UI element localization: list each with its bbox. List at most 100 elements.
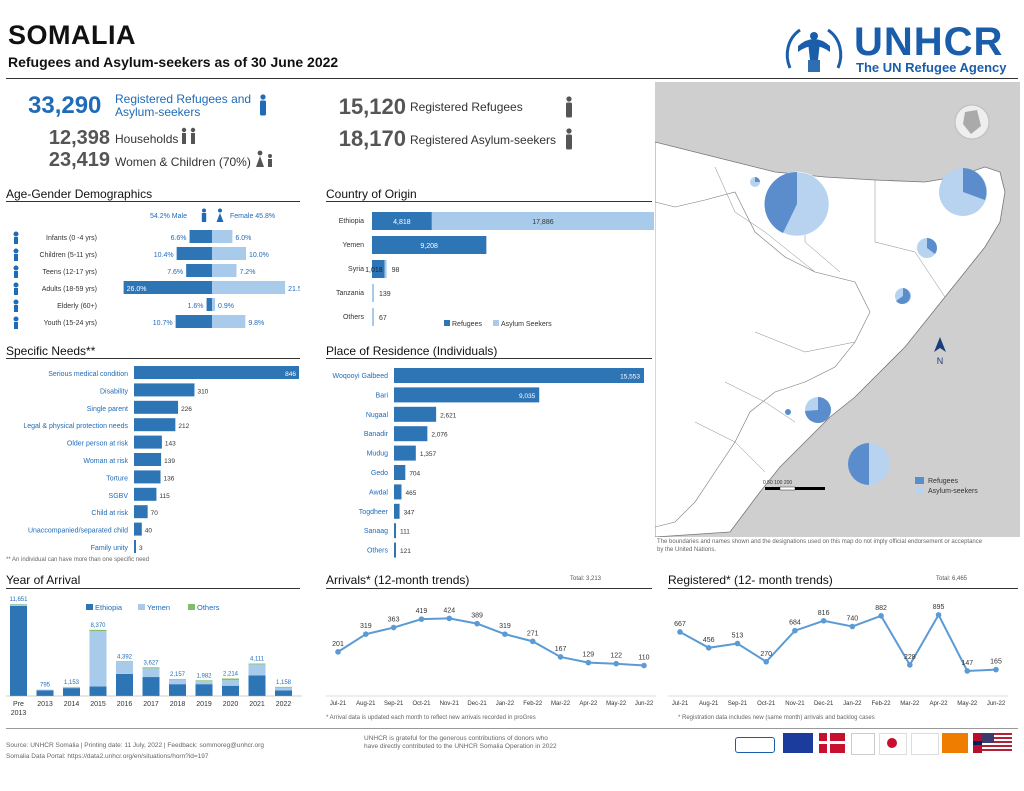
- origin-refugee-value: 4,818: [393, 219, 411, 226]
- trend-month-label: Jun-22: [635, 701, 654, 707]
- age-person-icon-body: [14, 305, 18, 312]
- need-value: 212: [178, 423, 189, 430]
- need-bar: [134, 383, 195, 397]
- arrival-year-label: 2020: [223, 701, 239, 708]
- trend-point: [878, 613, 884, 619]
- origin-asylum-value: 139: [379, 291, 391, 298]
- trend-point: [820, 618, 827, 624]
- arrival-yemen-bar: [116, 662, 133, 674]
- arrival-others-bar: [248, 663, 266, 665]
- residence-bar: [394, 426, 428, 442]
- trend-value: 122: [610, 653, 622, 660]
- arrivals-chart: 201 Jul-21 319 Aug-21 363 Sep-21 419 Oct-21 424 N…: [326, 607, 656, 707]
- residence-label: Togdheer: [359, 509, 389, 516]
- trend-value: 201: [332, 641, 344, 648]
- age-female-bar: [212, 230, 233, 243]
- arrival-ethiopia-bar: [89, 686, 107, 696]
- trend-value: 389: [471, 613, 483, 620]
- arrival-legend-label: Ethiopia: [95, 603, 123, 612]
- trend-month-label: Sep-21: [728, 701, 748, 707]
- footer-source: Source: UNHCR Somalia | Printing date: 1…: [6, 742, 264, 749]
- age-group-label: Infants (0 -4 yrs): [46, 235, 97, 242]
- origin-legend-refugees: Refugees: [452, 321, 482, 328]
- person-icon: [566, 128, 572, 150]
- arrival-ethiopia-bar: [10, 605, 27, 696]
- trend-point: [993, 666, 999, 673]
- trend-value: 667: [674, 621, 686, 628]
- residence-label: Sanaag: [364, 528, 388, 535]
- kpi-asylum-label: Registered Asylum-seekers: [410, 133, 557, 147]
- arrival-total-value: 3,627: [143, 660, 159, 666]
- residence-value: 2,621: [440, 412, 457, 419]
- arrival-yemen-bar: [63, 687, 80, 689]
- logo-tagline: The UN Refugee Agency: [856, 60, 1007, 75]
- map-pie-mudug: [895, 288, 911, 304]
- section-rule: [668, 588, 1018, 589]
- need-value: 115: [159, 493, 170, 500]
- age-female-bar: [212, 315, 246, 328]
- arrival-yemen-bar: [222, 680, 239, 686]
- origin-refugee-value: 1,018: [365, 267, 383, 274]
- residence-value: 1,357: [420, 451, 437, 458]
- year-arrival-chart: 11,651 Pre 2013 795 2013 1,153 2014 8,370 2015 4,…: [6, 597, 302, 717]
- arrival-ethiopia-bar: [275, 690, 292, 696]
- trend-month-label: Mar-22: [900, 701, 920, 707]
- page-subtitle: Refugees and Asylum-seekers as of 30 Jun…: [8, 54, 339, 70]
- trend-value: 165: [990, 659, 1002, 666]
- age-group-label: Children (5-11 yrs): [40, 252, 97, 259]
- map-legend-refugee-swatch: [915, 477, 924, 484]
- need-value: 143: [165, 441, 176, 448]
- arrival-yemen-bar: [169, 679, 186, 685]
- trend-point: [907, 662, 913, 668]
- residence-label: Bari: [376, 392, 389, 399]
- eu-flag-icon: [783, 733, 813, 753]
- residence-value: 704: [409, 471, 420, 478]
- arrival-yemen-bar: [89, 631, 107, 687]
- age-male-value: 7.6%: [167, 269, 183, 276]
- residence-bar: [394, 368, 644, 383]
- trend-month-label: Apr-22: [579, 701, 598, 707]
- need-label: Legal & physical protection needs: [23, 423, 128, 430]
- need-value: 226: [181, 406, 192, 413]
- footer-portal[interactable]: Somalia Data Portal: https://data2.unhcr…: [6, 753, 209, 760]
- woman-child-icon: [256, 150, 272, 167]
- arrival-total-value: 4,392: [117, 654, 133, 660]
- arrival-year-label: 2016: [117, 701, 133, 708]
- trend-value: 513: [732, 633, 744, 640]
- need-bar: [134, 418, 176, 432]
- trend-value: 270: [760, 651, 772, 658]
- trend-month-label: Oct-21: [757, 701, 776, 707]
- trend-month-label: Aug-21: [356, 701, 376, 707]
- residence-bar: [394, 542, 396, 558]
- kpi-refugees-label: Registered Refugees: [410, 100, 523, 114]
- year-arrival-title: Year of Arrival: [6, 573, 81, 587]
- arrival-total-value: 8,370: [90, 623, 106, 629]
- arrivals-note: * Arrival data is updated each month to …: [326, 715, 536, 721]
- trend-point: [677, 629, 683, 635]
- residence-bar: [394, 523, 396, 539]
- arrival-total-value: 2,157: [170, 672, 186, 678]
- age-group-label: Teens (12-17 yrs): [43, 269, 97, 276]
- residence-bar: [394, 406, 437, 422]
- age-male-value: 1.6%: [188, 303, 204, 310]
- arrival-total-value: 795: [40, 683, 51, 689]
- svg-text:N: N: [937, 356, 944, 366]
- map-pie-awdal: [750, 177, 760, 187]
- arrival-year-label: 2017: [143, 701, 159, 708]
- trend-month-label: Jul-21: [672, 701, 689, 707]
- map-pie-banadir: [848, 443, 890, 485]
- map-pie-bay: [785, 409, 791, 415]
- age-person-icon-body: [14, 288, 18, 295]
- need-label: Torture: [106, 475, 128, 482]
- arrival-total-value: 1,982: [196, 673, 212, 679]
- map-pie-woqooyi: [764, 171, 830, 237]
- origin-label: Others: [343, 314, 365, 321]
- arrival-ethiopia-bar: [222, 685, 239, 696]
- trend-month-label: Dec-21: [467, 701, 487, 707]
- need-label: Woman at risk: [83, 458, 128, 465]
- need-bar: [134, 400, 179, 414]
- need-bar: [134, 453, 162, 466]
- age-female-bar: [212, 264, 237, 277]
- trend-line: [337, 617, 645, 667]
